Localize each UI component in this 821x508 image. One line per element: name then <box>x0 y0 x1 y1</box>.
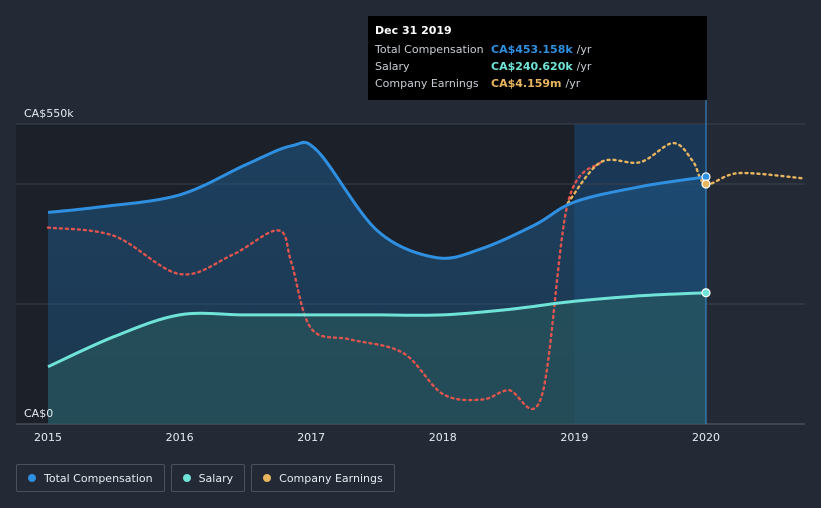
tooltip-label: Company Earnings <box>375 77 479 90</box>
tooltip-value: CA$240.620k <box>491 60 573 73</box>
company-earnings-line-past <box>46 161 602 411</box>
legend-item-company-earnings[interactable]: Company Earnings <box>251 464 395 492</box>
tooltip-label: Total Compensation <box>375 43 484 56</box>
tooltip-row-salary: Salary CA$240.620k /yr <box>375 58 700 75</box>
legend-item-total-compensation[interactable]: Total Compensation <box>16 464 165 492</box>
x-tick-label: 2016 <box>166 431 194 444</box>
legend-label: Company Earnings <box>279 471 383 485</box>
y-axis-labels: CA$550k CA$0 <box>24 107 74 420</box>
legend-label: Salary <box>198 471 234 485</box>
legend-dot-icon <box>182 474 191 482</box>
salary-marker <box>701 288 711 298</box>
salary-line <box>47 291 707 369</box>
x-tick-label: 2019 <box>560 431 588 444</box>
x-axis-ticks: 2015 2016 2017 2018 2019 2020 <box>34 431 720 444</box>
y-tick-label: CA$550k <box>24 107 74 120</box>
tooltip-value: CA$453.158k <box>491 43 573 56</box>
x-tick-label: 2015 <box>34 431 62 444</box>
tooltip: Dec 31 2019 Total Compensation CA$453.15… <box>368 16 707 100</box>
salary-area <box>48 292 706 424</box>
highlight-markers <box>701 172 711 298</box>
x-tick-label: 2020 <box>692 431 720 444</box>
tooltip-row-earnings: Company Earnings CA$4.159m /yr <box>375 75 700 92</box>
tooltip-row-total: Total Compensation CA$453.158k /yr <box>375 41 700 58</box>
legend-label: Total Compensation <box>44 471 153 485</box>
tooltip-label: Salary <box>375 60 410 73</box>
tooltip-unit: /yr <box>576 60 592 73</box>
tooltip-date: Dec 31 2019 <box>375 24 452 37</box>
x-tick-label: 2018 <box>429 431 457 444</box>
tooltip-unit: /yr <box>565 77 581 90</box>
tooltip-value: CA$4.159m <box>491 77 562 90</box>
legend-item-salary[interactable]: Salary <box>170 464 246 492</box>
legend-dot-icon <box>263 474 272 482</box>
legend: Total Compensation Salary Company Earnin… <box>16 464 395 492</box>
x-tick-label: 2017 <box>297 431 325 444</box>
company-earnings-line-forecast <box>566 141 806 205</box>
tooltip-unit: /yr <box>576 43 592 56</box>
total-compensation-line <box>47 140 707 260</box>
company-earnings-marker <box>701 179 711 189</box>
y-tick-label: CA$0 <box>24 407 53 420</box>
legend-dot-icon <box>28 474 36 482</box>
